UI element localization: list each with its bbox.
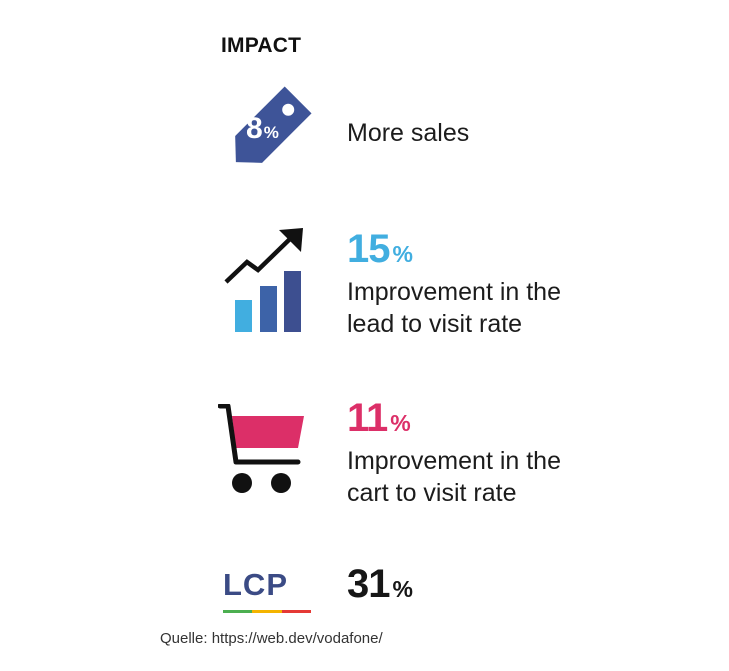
lcp-bar-green: [223, 610, 253, 613]
cart-stat-percent: %: [390, 410, 411, 436]
lcp-color-bar: [223, 610, 311, 613]
source-link[interactable]: Quelle: https://web.dev/vodafone/: [160, 630, 383, 647]
impact-heading: IMPACT: [221, 34, 302, 57]
price-tag-icon: [221, 82, 315, 180]
lead-stat: 15 %: [347, 227, 413, 271]
lead-stat-percent: %: [392, 241, 413, 267]
tag-percent: %: [263, 123, 279, 142]
lcp-stat-percent: %: [392, 576, 413, 602]
cart-stat-number: 11: [347, 396, 388, 440]
lcp-stat: 31 %: [347, 562, 413, 606]
lcp-logo: LCP: [223, 568, 311, 613]
tag-value: 8: [246, 112, 263, 145]
cart-stat: 11 %: [347, 396, 411, 440]
shopping-cart-icon: [218, 404, 310, 496]
lead-description-line1: Improvement in the: [347, 278, 561, 306]
cart-description-line2: cart to visit rate: [347, 479, 517, 507]
lead-stat-number: 15: [347, 227, 390, 271]
more-sales-label: More sales: [347, 119, 470, 147]
lcp-logo-text: LCP: [223, 567, 288, 602]
lead-description-line2: lead to visit rate: [347, 310, 523, 338]
lcp-bar-yellow: [252, 610, 282, 613]
lcp-stat-number: 31: [347, 562, 390, 606]
price-tag-label: 8 %: [246, 113, 279, 145]
lcp-bar-red: [281, 610, 311, 613]
growth-chart-icon: [223, 226, 307, 334]
cart-description-line1: Improvement in the: [347, 447, 561, 475]
